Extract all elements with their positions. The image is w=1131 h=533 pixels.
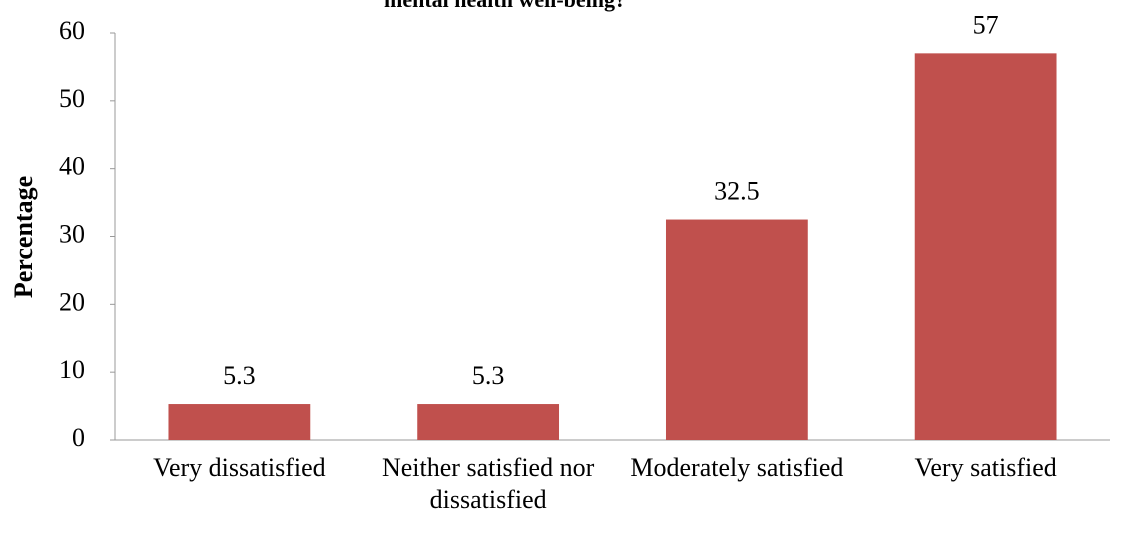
x-tick-label: Neither satisfied nor dissatisfied: [381, 453, 595, 514]
x-tick-label: Very dissatisfied: [153, 453, 326, 482]
data-label: 32.5: [714, 177, 760, 206]
y-tick-label: 60: [59, 16, 85, 45]
y-axis-label: Percentage: [9, 176, 38, 298]
x-tick-label: Very satisfied: [914, 453, 1057, 482]
bar: [665, 219, 808, 440]
y-tick-label: 20: [59, 287, 85, 316]
chart-title: mental health well-being?: [384, 0, 626, 12]
data-label: 5.3: [223, 361, 256, 390]
x-tick-label: Moderately satisfied: [630, 453, 844, 482]
y-tick-label: 10: [59, 355, 85, 384]
data-label: 5.3: [472, 361, 505, 390]
y-tick-label: 50: [59, 84, 85, 113]
bar: [168, 404, 311, 440]
data-label: 57: [973, 10, 999, 39]
y-tick-label: 30: [59, 219, 85, 248]
y-tick-label: 0: [72, 423, 85, 452]
y-tick-label: 40: [59, 152, 85, 181]
bar: [914, 53, 1057, 440]
bar: [417, 404, 560, 440]
